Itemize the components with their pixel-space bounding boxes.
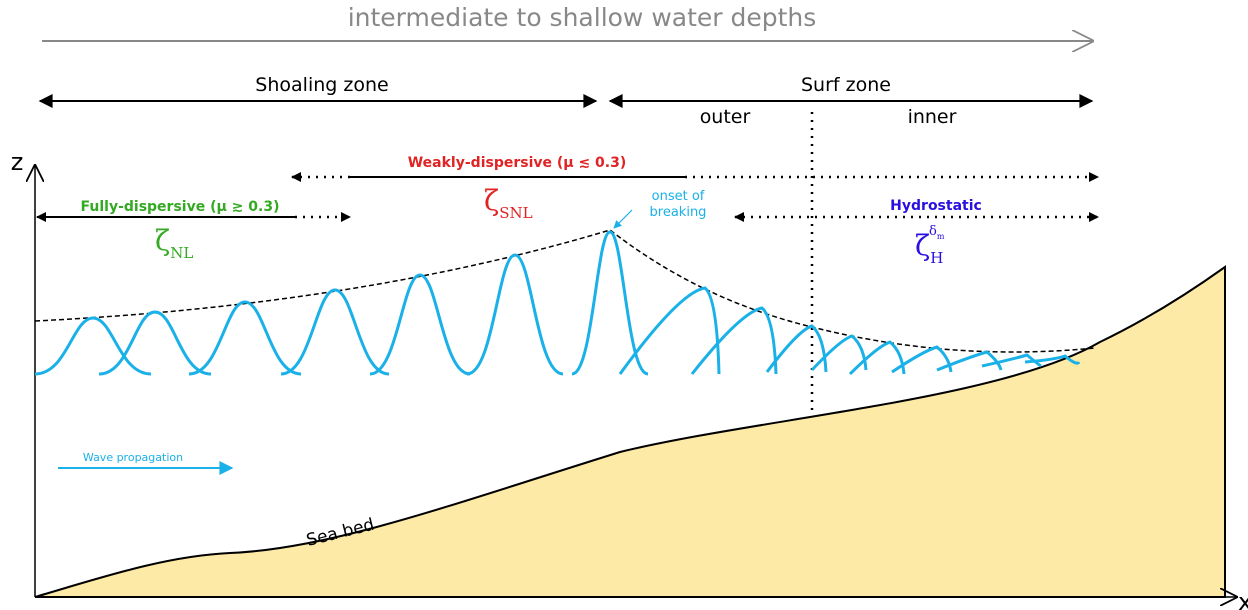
superscript-sub: m: [937, 232, 945, 241]
subscript: NL: [170, 244, 193, 262]
symbol: ζ: [915, 229, 930, 262]
wave: [848, 340, 906, 376]
hydrostatic-label: Hydrostatic: [890, 198, 982, 214]
wave: [571, 230, 649, 376]
breaking-pointer: [613, 209, 633, 229]
z-axis-label: z: [11, 148, 24, 176]
subscript: H: [930, 249, 943, 267]
weakly-dispersive-label: Weakly-dispersive (μ ≲ 0.3): [408, 155, 627, 171]
wave: [188, 300, 302, 376]
sea-bed: [34, 265, 1226, 598]
symbol: ζ: [155, 224, 170, 257]
outer-label: outer: [700, 106, 751, 128]
wave: [765, 324, 828, 373]
wave: [981, 353, 1042, 368]
shoaling-zone-label: Shoaling zone: [255, 74, 388, 96]
symbol: ζ: [484, 184, 499, 217]
wave: [98, 310, 212, 376]
breaking-label-line1: onset of: [652, 189, 705, 204]
superscript: δ: [929, 224, 937, 239]
breaking-label-line2: breaking: [650, 205, 707, 220]
inner-label: inner: [908, 106, 957, 128]
wave: [1024, 354, 1081, 365]
wave: [34, 316, 152, 376]
wave: [280, 288, 390, 376]
subscript: SNL: [499, 204, 532, 222]
fully-dispersive-label: Fully-dispersive (μ ≳ 0.3): [81, 199, 280, 215]
surf-zone-label: Surf zone: [801, 74, 891, 96]
wave: [810, 334, 868, 372]
x-axis-label: x: [1238, 588, 1248, 610]
wave: [369, 273, 471, 376]
wave: [618, 286, 721, 375]
zeta-h-superscript: δm: [929, 224, 945, 241]
propagation-label: Wave propagation: [83, 451, 183, 464]
wave: [466, 253, 564, 376]
wave: [690, 306, 778, 375]
zeta-snl: ζSNL: [484, 184, 533, 222]
waves: [34, 230, 1081, 376]
zeta-nl: ζNL: [155, 224, 193, 262]
header-title: intermediate to shallow water depths: [348, 3, 817, 32]
wave: [936, 350, 1003, 372]
zeta-h: ζH: [915, 229, 943, 267]
